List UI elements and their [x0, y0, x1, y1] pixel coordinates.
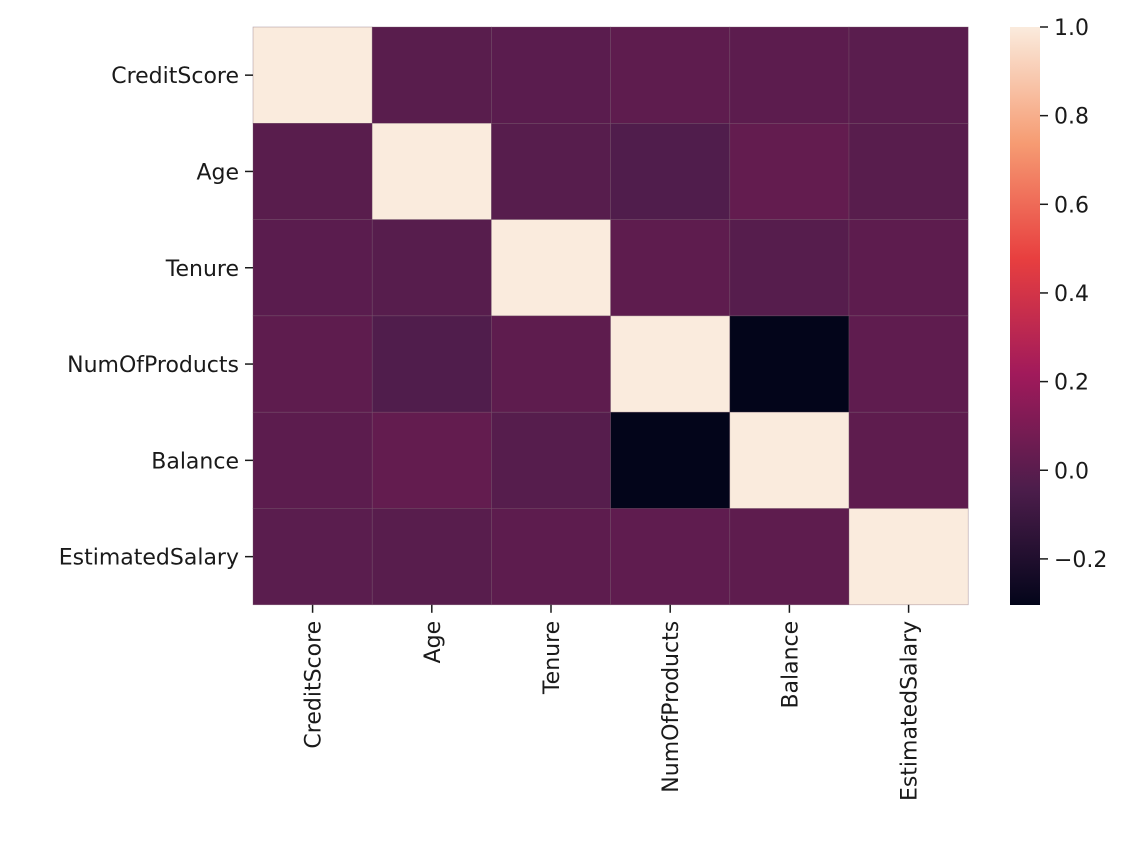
- row-label: Tenure: [165, 257, 239, 282]
- heatmap-cell-Age-EstimatedSalary: [848, 123, 969, 220]
- colorbar-ticks: 1.0 0.8 0.6 0.4 0.2 0.0 −0.2: [1040, 16, 1107, 573]
- colorbar-tick-label: 0.8: [1054, 105, 1089, 130]
- column-label: EstimatedSalary: [898, 621, 923, 801]
- heatmap-cell-CreditScore-Tenure: [491, 26, 611, 124]
- heatmap-cell-CreditScore-Age: [371, 26, 492, 124]
- column-label: NumOfProducts: [659, 621, 684, 793]
- heatmap-cell-Tenure-Age: [371, 219, 492, 317]
- colorbar-tick-label: 0.6: [1054, 193, 1089, 218]
- heatmap-cell-Tenure-NumOfProducts: [610, 219, 731, 317]
- row-labels: CreditScore Age Tenure NumOfProducts Balance…: [59, 64, 253, 571]
- heatmap-cell-Age-Balance: [729, 123, 850, 220]
- colorbar-tick-label: 0.0: [1054, 459, 1089, 484]
- heatmap-cell-Age-Tenure: [491, 123, 611, 220]
- heatmap-cell-Age-Age: [371, 123, 492, 220]
- column-label: Age: [421, 621, 446, 664]
- colorbar-tick-label: 1.0: [1054, 16, 1089, 41]
- column-label: Tenure: [540, 621, 565, 695]
- colorbar-gradient: [1010, 27, 1040, 605]
- heatmap-cell-Balance-Age: [371, 411, 492, 509]
- row-label: Balance: [151, 449, 239, 474]
- heatmap-cell-Age-NumOfProducts: [610, 123, 731, 220]
- colorbar-tick-label: −0.2: [1054, 548, 1107, 573]
- column-labels: CreditScore Age Tenure NumOfProducts Balance…: [302, 604, 923, 801]
- heatmap-cell-EstimatedSalary-Tenure: [491, 508, 611, 606]
- row-label: NumOfProducts: [67, 353, 239, 378]
- heatmap-cell-EstimatedSalary-NumOfProducts: [610, 508, 731, 606]
- heatmap-cell-CreditScore-CreditScore: [252, 26, 373, 124]
- heatmap-cell-EstimatedSalary-Balance: [729, 508, 850, 606]
- heatmap-cell-Balance-NumOfProducts: [610, 411, 731, 509]
- heatmap-cell-EstimatedSalary-CreditScore: [252, 508, 373, 606]
- heatmap-cell-Tenure-EstimatedSalary: [848, 219, 969, 317]
- heatmap-cell-Tenure-Balance: [729, 219, 850, 317]
- heatmap-cell-NumOfProducts-Tenure: [491, 315, 611, 413]
- heatmap-cells: [252, 26, 969, 606]
- row-label: EstimatedSalary: [59, 546, 239, 571]
- row-label: Age: [196, 160, 239, 185]
- column-label: CreditScore: [302, 621, 327, 749]
- column-label: Balance: [778, 621, 803, 709]
- heatmap-cell-Balance-Tenure: [491, 411, 611, 509]
- colorbar-tick-label: 0.2: [1054, 371, 1089, 396]
- heatmap-cell-CreditScore-EstimatedSalary: [848, 26, 969, 124]
- heatmap-cell-Balance-EstimatedSalary: [848, 411, 969, 509]
- colorbar-tick-label: 0.4: [1054, 282, 1089, 307]
- heatmap-cell-Balance-CreditScore: [252, 411, 373, 509]
- heatmap-cell-NumOfProducts-Age: [371, 315, 492, 413]
- heatmap-cell-CreditScore-NumOfProducts: [610, 26, 731, 124]
- heatmap-cell-Tenure-Tenure: [491, 219, 611, 317]
- heatmap-cell-EstimatedSalary-Age: [371, 508, 492, 606]
- heatmap-cell-EstimatedSalary-EstimatedSalary: [848, 508, 969, 606]
- heatmap-cell-CreditScore-Balance: [729, 26, 850, 124]
- colorbar: [1010, 27, 1040, 605]
- heatmap-cell-Balance-Balance: [729, 411, 850, 509]
- heatmap-cell-NumOfProducts-EstimatedSalary: [848, 315, 969, 413]
- heatmap-cell-Tenure-CreditScore: [252, 219, 373, 317]
- heatmap-cell-NumOfProducts-NumOfProducts: [610, 315, 731, 413]
- heatmap-cell-Age-CreditScore: [252, 123, 373, 220]
- heatmap-cell-NumOfProducts-Balance: [729, 315, 850, 413]
- heatmap-cell-NumOfProducts-CreditScore: [252, 315, 373, 413]
- row-label: CreditScore: [111, 64, 239, 89]
